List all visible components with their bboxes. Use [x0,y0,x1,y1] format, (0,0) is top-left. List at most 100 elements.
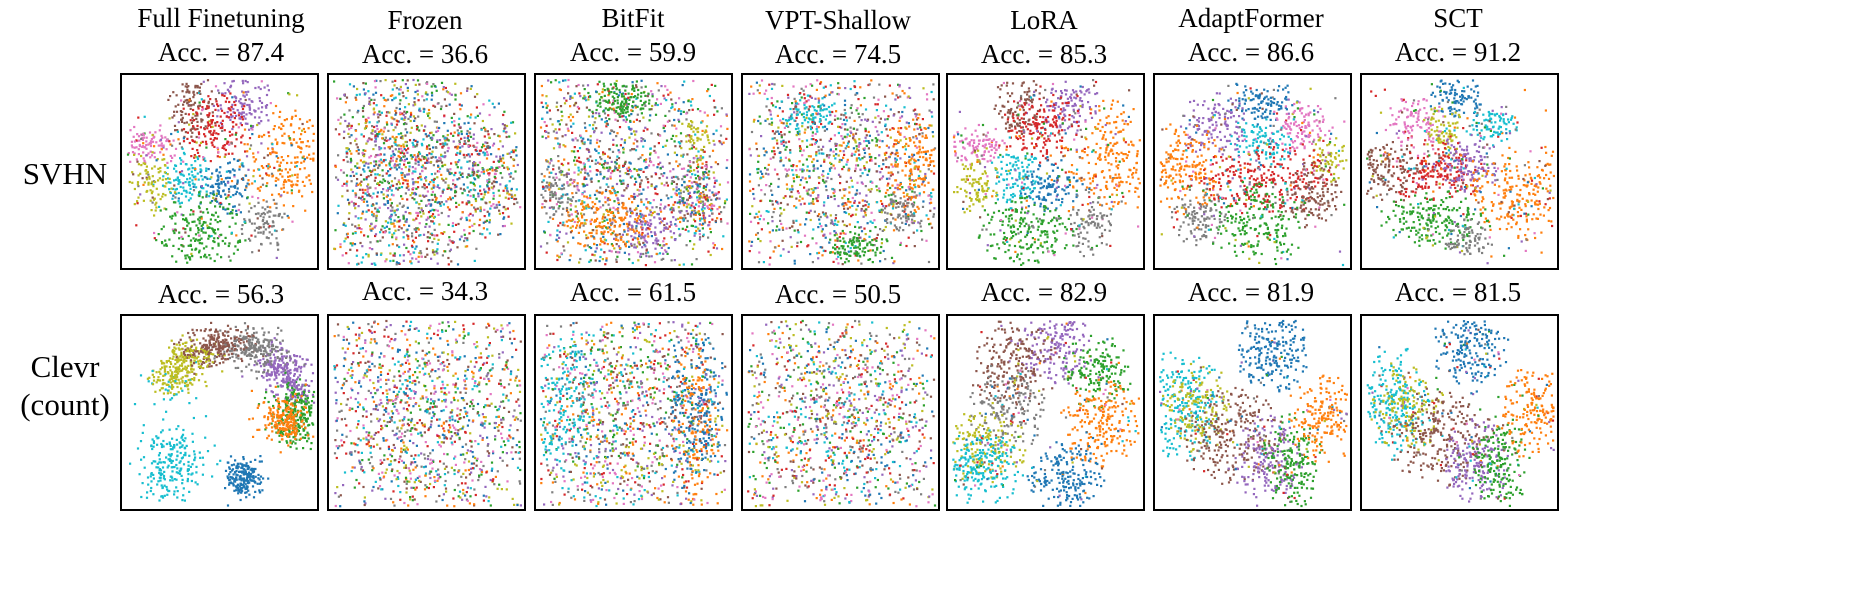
scatter-point [557,200,560,203]
scatter-point [593,193,597,196]
scatter-point [387,221,390,224]
scatter-point [569,95,572,98]
scatter-point [251,125,254,128]
scatter-point [510,150,513,154]
scatter-point [604,120,607,124]
scatter-point [375,214,378,217]
scatter-point [468,160,471,163]
scatter-point [669,91,672,94]
scatter-point [567,168,570,171]
scatter-point [373,111,376,114]
scatter-point [585,237,588,240]
scatter-point [618,247,622,250]
scatter-point [695,166,699,170]
scatter-point [609,132,612,135]
scatter-point [422,129,425,132]
scatter-point [435,89,438,92]
scatter-point [236,187,239,190]
scatter-point [475,247,478,250]
scatter-point [583,201,586,204]
scatter-point [687,169,690,172]
scatter-point [617,198,620,202]
scatter-point [224,92,227,95]
scatter-point [162,146,165,149]
scatter-point [260,243,263,246]
scatter-point [505,124,509,128]
scatter-point [583,177,586,181]
scatter-point [363,153,366,156]
scatter-point [473,161,476,164]
scatter-point [593,121,596,124]
scatter-point [433,234,436,237]
scatter-point [615,158,618,161]
scatter-point [683,80,686,83]
scatter-point [621,111,624,114]
scatter-point [242,82,245,85]
scatter-point [608,101,611,104]
scatter-panel-svhn-frozen [327,73,526,270]
scatter-point [244,91,247,94]
scatter-point [720,143,724,146]
scatter-point [701,162,704,165]
scatter-point [505,130,508,134]
scatter-point [512,164,515,167]
scatter-point [270,233,274,236]
scatter-point [686,134,689,137]
scatter-point [684,228,687,231]
scatter-point [640,168,643,171]
scatter-point [605,188,608,192]
scatter-point [387,187,390,190]
scatter-point [207,95,210,98]
scatter-point [679,216,682,219]
scatter-point [697,174,700,178]
scatter-point [356,178,359,181]
scatter-point [614,83,618,86]
scatter-point [235,123,238,126]
scatter-point [855,157,858,160]
scatter-point [216,200,219,203]
scatter-point [407,161,410,164]
scatter-point [626,225,629,228]
scatter-point [515,154,518,157]
scatter-point [725,198,728,201]
scatter-point [266,154,269,157]
scatter-point [292,205,295,208]
scatter-point [380,161,383,164]
scatter-point [477,192,480,195]
scatter-point [611,87,614,90]
scatter-point [374,144,377,147]
scatter-point [686,219,689,223]
scatter-point [238,111,241,114]
scatter-point [471,171,474,174]
scatter-points [333,78,522,266]
scatter-point [192,125,195,128]
scatter-point [181,83,184,86]
scatter-point [689,160,692,164]
scatter-point [392,129,395,132]
scatter-point [171,116,174,119]
scatter-point [173,124,177,127]
scatter-point [467,200,470,203]
scatter-point [249,144,253,147]
accuracy-label: Acc. = 81.5 [1338,276,1578,308]
scatter-point [194,114,197,117]
scatter-point [273,125,276,128]
scatter-point [483,144,486,148]
scatter-point [224,184,227,187]
scatter-point [402,143,405,146]
scatter-point [173,184,176,187]
scatter-point [851,196,854,200]
scatter-point [418,151,421,154]
scatter-point [370,262,373,265]
scatter-point [226,140,229,143]
scatter-point [553,193,556,196]
scatter-point [338,133,341,136]
scatter-point [571,115,575,119]
scatter-point [227,188,231,191]
scatter-point [370,132,373,135]
scatter-point [248,98,251,101]
scatter-point [486,145,489,148]
scatter-point [583,219,586,222]
scatter-point [427,240,430,243]
scatter-point [170,217,173,220]
